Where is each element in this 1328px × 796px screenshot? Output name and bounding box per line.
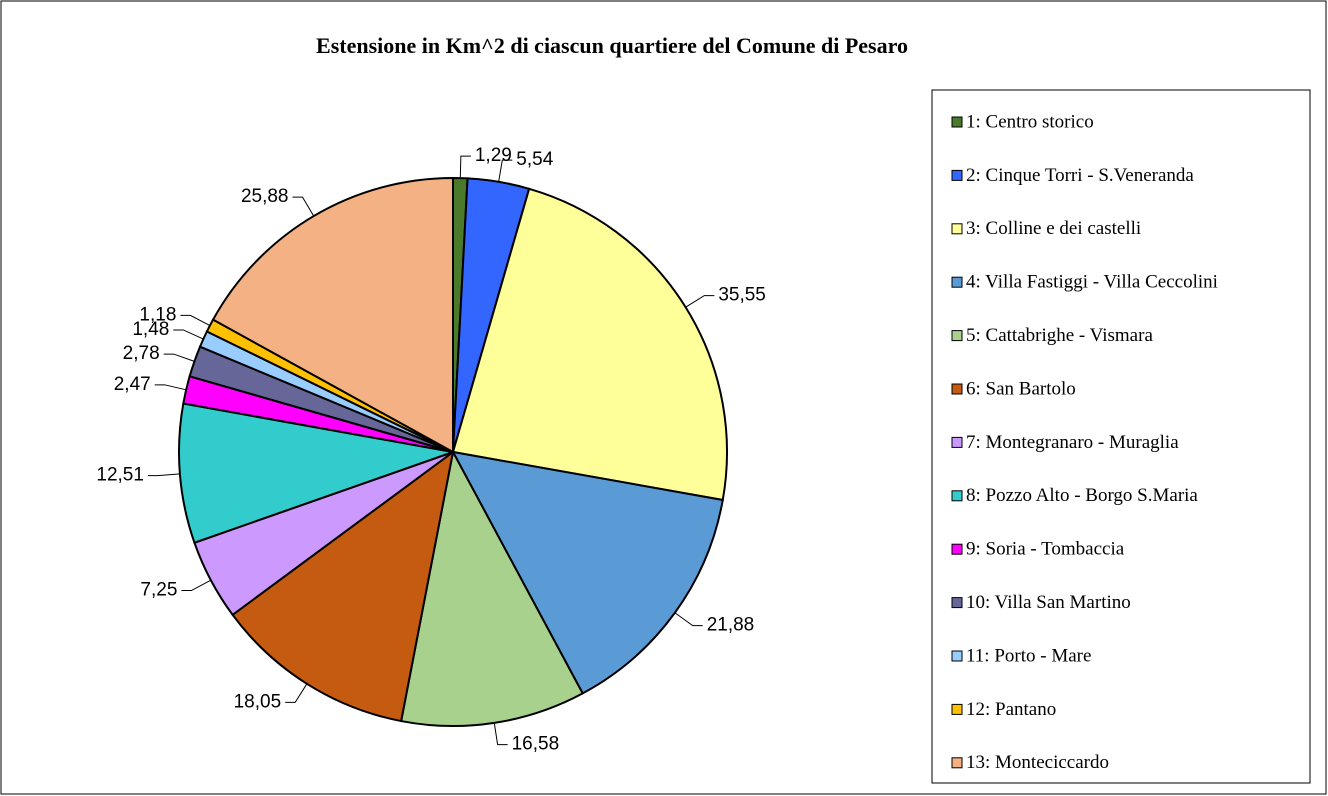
chart-title: Estensione in Km^2 di ciascun quartiere …: [316, 33, 908, 58]
legend-label: 2: Cinque Torri - S.Veneranda: [966, 165, 1194, 186]
legend-box: [931, 89, 1311, 784]
legend-swatch: [951, 703, 963, 715]
data-label: 1,18: [139, 304, 176, 325]
pie-slice: [231, 449, 455, 723]
leader-line: [147, 473, 180, 477]
data-label: 12,51: [96, 465, 144, 486]
legend-swatch: [951, 490, 963, 502]
legend-swatch: [951, 223, 963, 235]
leader-line: [180, 314, 211, 326]
leader-line: [459, 155, 471, 179]
leader-line: [493, 722, 508, 746]
data-label: 16,58: [512, 734, 560, 755]
legend-label: 10: Villa San Martino: [966, 592, 1131, 613]
leader-line: [285, 683, 308, 703]
leader-line: [685, 295, 715, 308]
legend-swatch: [951, 116, 963, 128]
pie-slice: [451, 450, 724, 695]
legend-swatch: [951, 757, 963, 769]
leader-line: [674, 612, 703, 627]
legend-label: 1: Centro storico: [966, 111, 1094, 132]
legend-swatch: [951, 169, 963, 181]
pie-slice: [211, 176, 454, 454]
legend-label: 3: Colline e dei castelli: [966, 218, 1141, 239]
legend-label: 6: San Bartolo: [966, 378, 1076, 399]
legend-swatch: [951, 543, 963, 555]
leader-line: [181, 579, 212, 592]
legend-label: 13: Monteciccardo: [966, 752, 1109, 773]
leader-line: [498, 159, 513, 182]
data-label: 2,47: [114, 374, 151, 395]
data-label: 1,48: [132, 319, 169, 340]
pie-slice: [451, 187, 728, 502]
data-label: 18,05: [234, 691, 282, 712]
leader-line: [173, 329, 204, 340]
leader-line: [154, 384, 187, 391]
leader-line: [292, 196, 315, 217]
data-label: 35,55: [718, 285, 766, 306]
legend-label: 5: Cattabrighe - Vismara: [966, 325, 1153, 346]
legend-swatch: [951, 383, 963, 395]
legend-label: 11: Porto - Mare: [966, 645, 1091, 666]
data-label: 25,88: [241, 186, 289, 207]
data-label: 1,29: [475, 145, 512, 166]
data-label: 7,25: [140, 580, 177, 601]
legend-label: 7: Montegranaro - Muraglia: [966, 432, 1179, 453]
data-label: 5,54: [516, 149, 553, 170]
pie-slice: [178, 402, 457, 545]
data-label: 2,78: [123, 343, 160, 364]
legend-label: 9: Soria - Tombaccia: [966, 539, 1125, 560]
legend-swatch: [951, 276, 963, 288]
pie-slice: [399, 449, 585, 727]
legend-label: 4: Villa Fastiggi - Villa Ceccolini: [966, 272, 1218, 293]
legend-swatch: [951, 650, 963, 662]
legend-swatch: [951, 330, 963, 342]
leader-line: [163, 353, 195, 362]
legend-swatch: [951, 597, 963, 609]
legend-label: 12: Pantano: [966, 699, 1056, 720]
legend-swatch: [951, 436, 963, 448]
data-label: 21,88: [707, 615, 755, 636]
legend-label: 8: Pozzo Alto - Borgo S.Maria: [966, 485, 1198, 506]
